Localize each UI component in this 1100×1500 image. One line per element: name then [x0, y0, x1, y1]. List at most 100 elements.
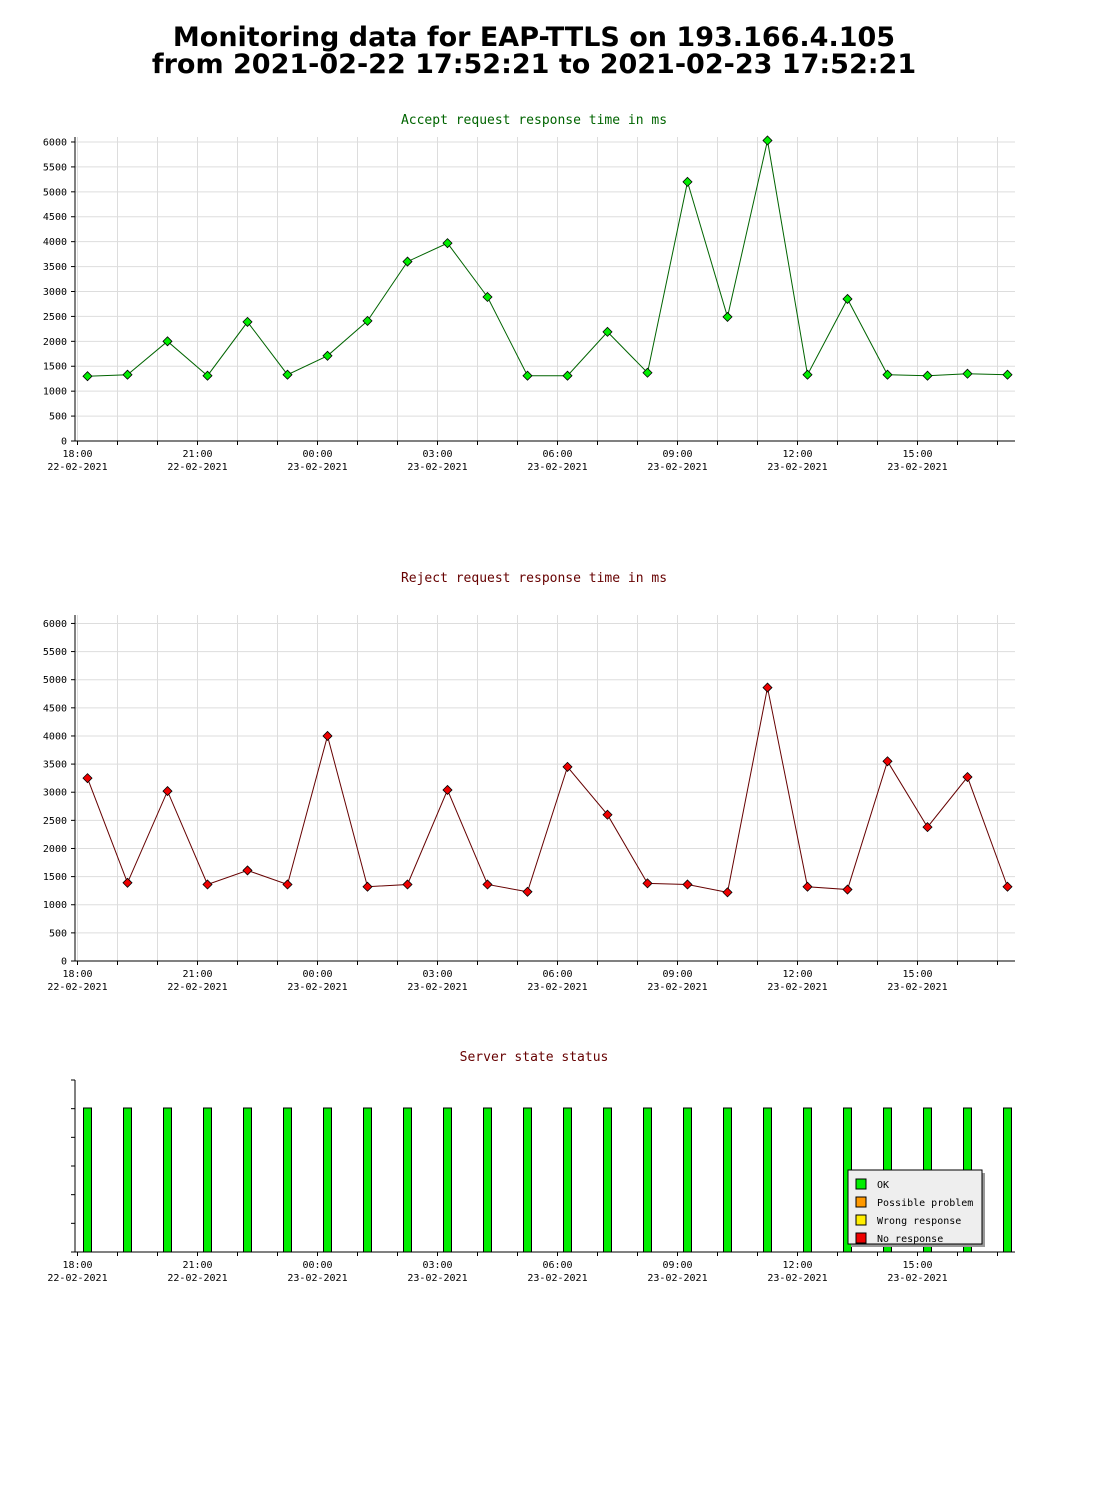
data-point — [1002, 369, 1013, 380]
y-tick-label: 500 — [49, 412, 67, 423]
status-bar — [643, 1107, 652, 1253]
data-point — [202, 370, 213, 381]
legend-label: Wrong response — [877, 1216, 961, 1227]
data-point — [882, 369, 893, 380]
data-point — [362, 315, 373, 326]
reject-chart-title: Reject request response time in ms — [400, 571, 668, 586]
data-point — [962, 368, 973, 379]
data-point — [282, 369, 293, 380]
x-tick-label-date: 22-02-2021 — [167, 462, 227, 473]
y-tick-label: 3000 — [43, 788, 67, 799]
y-tick-label: 3000 — [43, 287, 67, 298]
x-tick-label-time: 12:00 — [782, 969, 812, 980]
y-tick-label: 2500 — [43, 312, 67, 323]
data-point — [602, 809, 613, 820]
y-tick-label: 4000 — [43, 237, 67, 248]
plot-area — [75, 137, 1015, 441]
y-tick-label: 5000 — [43, 187, 67, 198]
x-tick-label-time: 06:00 — [542, 969, 572, 980]
y-tick-label: 4000 — [43, 731, 67, 742]
data-point — [322, 350, 333, 361]
x-tick-label-date: 23-02-2021 — [287, 462, 347, 473]
status-bar — [83, 1107, 92, 1253]
data-point — [562, 370, 573, 381]
legend-swatch — [855, 1232, 867, 1244]
y-tick-label: 3500 — [43, 760, 67, 771]
data-point — [562, 761, 573, 772]
x-tick-label-time: 06:00 — [542, 449, 572, 460]
page-title: Monitoring data for EAP-TTLS on 193.166.… — [0, 24, 1068, 78]
data-point — [122, 369, 133, 380]
status-bar — [283, 1107, 292, 1253]
plot-area — [75, 615, 1015, 961]
y-tick-label: 0 — [61, 957, 67, 968]
data-point — [482, 879, 493, 890]
x-tick-label-date: 23-02-2021 — [647, 982, 707, 993]
x-tick-label-time: 09:00 — [662, 449, 692, 460]
data-point — [202, 879, 213, 890]
x-tick-label-time: 15:00 — [902, 969, 932, 980]
data-point — [922, 822, 933, 833]
data-point — [402, 879, 413, 890]
x-tick-label-date: 23-02-2021 — [407, 982, 467, 993]
data-point — [122, 877, 133, 888]
status-bar — [803, 1107, 812, 1253]
status-bar — [323, 1107, 332, 1253]
status-bar — [563, 1107, 572, 1253]
x-tick-label-time: 06:00 — [542, 1260, 572, 1271]
data-point — [962, 771, 973, 783]
page-title-line-2: from 2021-02-22 17:52:21 to 2021-02-23 1… — [151, 49, 917, 80]
x-tick-label-date: 22-02-2021 — [47, 462, 107, 473]
status-chart-title: Server state status — [459, 1050, 609, 1065]
data-point — [802, 369, 813, 380]
x-tick-label-date: 22-02-2021 — [167, 982, 227, 993]
x-tick-label-date: 23-02-2021 — [887, 982, 947, 993]
y-tick-label: 500 — [49, 928, 67, 939]
y-tick-label: 6000 — [43, 619, 67, 630]
status-bar — [163, 1107, 172, 1253]
status-bar — [243, 1107, 252, 1253]
legend-swatch — [855, 1178, 867, 1190]
data-point — [162, 786, 173, 797]
status-bar — [1003, 1107, 1012, 1253]
data-point — [882, 756, 893, 767]
data-point — [82, 773, 93, 784]
legend-box — [847, 1169, 983, 1245]
legend-label: Possible problem — [877, 1198, 973, 1209]
status-bar — [203, 1107, 212, 1253]
data-point — [242, 865, 253, 876]
status-bar — [403, 1107, 412, 1253]
status-bar — [123, 1107, 132, 1253]
y-tick-label: 3500 — [43, 262, 67, 273]
data-point — [162, 336, 173, 347]
data-point — [602, 326, 613, 337]
accept-response-chart: 0 500 1000 1500 2000 2500 3000 3500 4000 4500 5000… — [43, 135, 1015, 473]
x-tick-label-time: 21:00 — [182, 969, 212, 980]
x-tick-label-date: 23-02-2021 — [887, 1273, 947, 1284]
x-tick-label-time: 09:00 — [662, 969, 692, 980]
data-point — [402, 256, 413, 267]
status-bar — [763, 1107, 772, 1253]
x-tick-label-date: 23-02-2021 — [527, 462, 587, 473]
data-point — [722, 311, 733, 322]
data-point — [762, 682, 773, 693]
x-tick-label-time: 12:00 — [782, 1260, 812, 1271]
y-tick-label: 2000 — [43, 844, 67, 855]
status-bar — [683, 1107, 692, 1253]
y-tick-label: 1000 — [43, 387, 67, 398]
data-point — [682, 176, 693, 187]
y-tick-label: 1000 — [43, 900, 67, 911]
data-point — [442, 784, 453, 796]
y-tick-label: 1500 — [43, 872, 67, 883]
data-point — [802, 881, 813, 892]
data-point — [642, 367, 653, 378]
data-point — [842, 884, 853, 895]
y-tick-label: 0 — [61, 437, 67, 448]
y-tick-label: 5000 — [43, 675, 67, 686]
series-line — [87, 687, 1008, 893]
y-tick-label: 5500 — [43, 162, 67, 173]
x-tick-label-time: 00:00 — [302, 969, 332, 980]
x-tick-label-date: 22-02-2021 — [47, 1273, 107, 1284]
data-point — [722, 887, 733, 898]
x-tick-label-time: 18:00 — [62, 449, 92, 460]
